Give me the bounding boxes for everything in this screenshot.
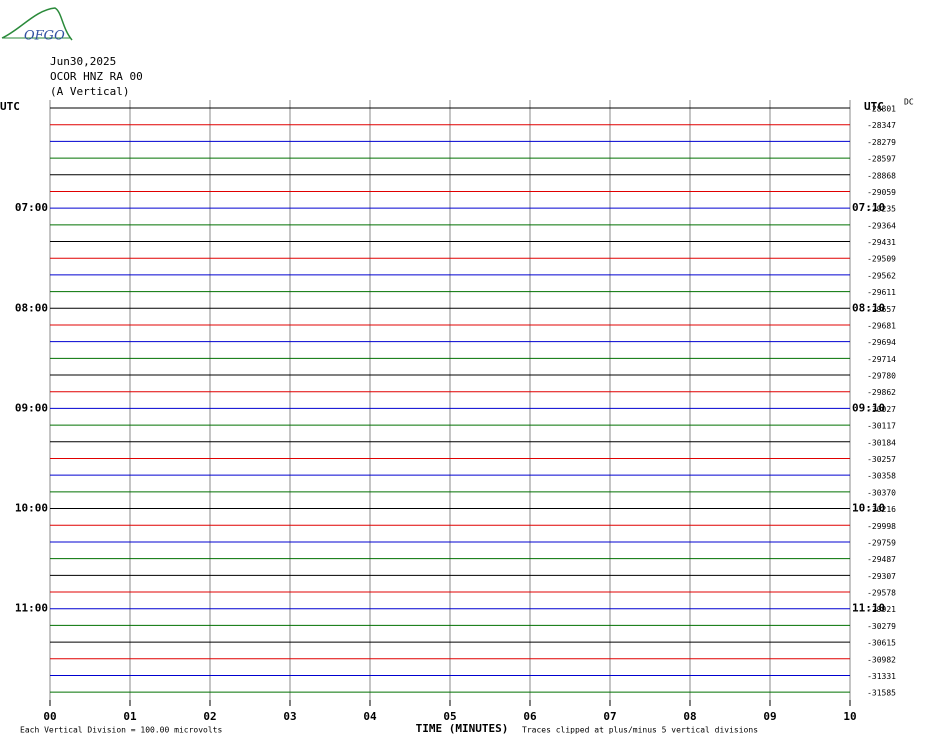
dc-offset: -29235 — [867, 205, 896, 214]
x-tick-label: 08 — [683, 710, 696, 723]
left-time-label: 08:00 — [15, 301, 48, 314]
right-time-label: 11:10 — [852, 602, 885, 615]
dc-offset: -29921 — [867, 605, 896, 614]
dc-offset: -29759 — [867, 538, 896, 547]
date: Jun30,2025 — [50, 55, 116, 68]
dc-offset: -29657 — [867, 305, 896, 314]
logo-text: OFGO — [24, 29, 65, 44]
dc-offset: -31585 — [867, 689, 896, 698]
x-tick-label: 05 — [443, 710, 456, 723]
dc-offset: -28347 — [867, 121, 896, 130]
dc-offset: -30279 — [867, 622, 896, 631]
component: (A Vertical) — [50, 85, 129, 98]
dc-label: DC — [904, 98, 914, 107]
dc-offset: -29364 — [867, 221, 896, 230]
dc-offset: -30257 — [867, 455, 896, 464]
left-time-label: 11:00 — [15, 602, 48, 615]
dc-offset: -29998 — [867, 522, 896, 531]
station: OCOR HNZ RA 00 — [50, 70, 143, 83]
x-tick-label: 04 — [363, 710, 377, 723]
dc-offset: -30027 — [867, 405, 896, 414]
left-header: UTC — [0, 100, 20, 113]
right-time-label: 09:10 — [852, 401, 885, 414]
x-axis-title: TIME (MINUTES) — [416, 722, 509, 735]
x-tick-label: 00 — [43, 710, 56, 723]
dc-offset: -29611 — [867, 288, 896, 297]
dc-offset: -29509 — [867, 255, 896, 264]
footer-left: Each Vertical Division = 100.00 microvol… — [20, 726, 222, 735]
right-header: UTC — [864, 100, 884, 113]
dc-offset: -31331 — [867, 672, 896, 681]
x-tick-label: 07 — [603, 710, 616, 723]
dc-offset: -30358 — [867, 472, 896, 481]
dc-offset: -30615 — [867, 639, 896, 648]
dc-offset: -28868 — [867, 171, 896, 180]
dc-offset: -28597 — [867, 155, 896, 164]
x-tick-label: 09 — [763, 710, 776, 723]
dc-offset: -29714 — [867, 355, 896, 364]
left-time-label: 10:00 — [15, 502, 48, 515]
x-tick-label: 02 — [203, 710, 216, 723]
logo: OFGO — [1, 7, 73, 44]
dc-offset: -28279 — [867, 138, 896, 147]
dc-offset: -30216 — [867, 505, 896, 514]
dc-offset: -30117 — [867, 422, 896, 431]
footer-right: Traces clipped at plus/minus 5 vertical … — [522, 726, 758, 735]
dc-offset: -29562 — [867, 271, 896, 280]
right-time-label: 08:10 — [852, 301, 885, 314]
dc-offset: -29307 — [867, 572, 896, 581]
x-tick-label: 03 — [283, 710, 296, 723]
dc-offset: -29694 — [867, 338, 896, 347]
dc-offset: -29431 — [867, 238, 896, 247]
dc-offset: -30370 — [867, 488, 896, 497]
dc-offset: -28801 — [867, 105, 896, 114]
x-tick-label: 06 — [523, 710, 537, 723]
dc-offset: -29059 — [867, 188, 896, 197]
logo-curve — [1, 7, 73, 41]
right-time-label: 07:10 — [852, 201, 885, 214]
dc-offset: -30982 — [867, 655, 896, 664]
dc-offset: -29862 — [867, 388, 896, 397]
left-time-label: 09:00 — [15, 401, 48, 414]
dc-offset: -29487 — [867, 555, 896, 564]
right-time-label: 10:10 — [852, 502, 885, 515]
dc-offset: -29578 — [867, 589, 896, 598]
left-time-label: 07:00 — [15, 201, 48, 214]
x-tick-label: 01 — [123, 710, 137, 723]
x-tick-label: 10 — [843, 710, 856, 723]
dc-offset: -29681 — [867, 321, 896, 330]
dc-offset: -29780 — [867, 372, 896, 381]
dc-offset: -30184 — [867, 438, 896, 447]
